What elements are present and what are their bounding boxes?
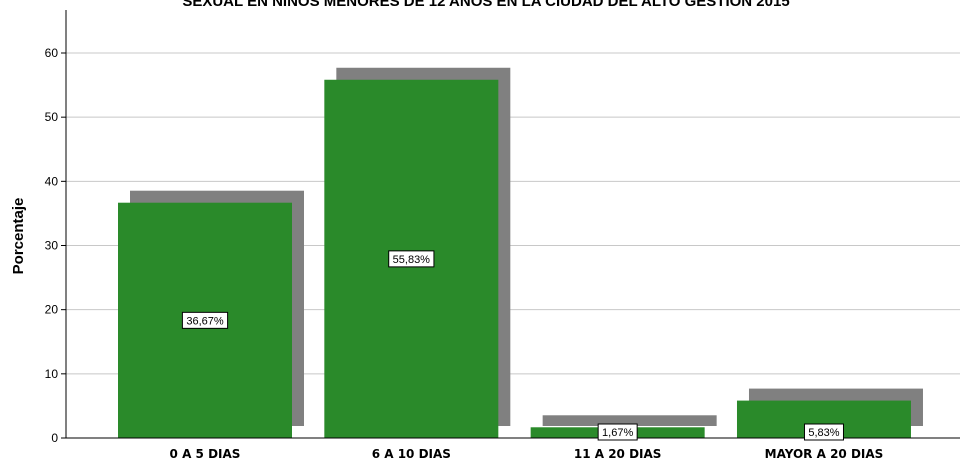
data-label-box [803, 423, 844, 441]
chart-title: SEXUAL EN NIÑOS MENORES DE 12 AÑOS EN LA… [182, 0, 789, 10]
data-labels: 36,67% 55,83% 1,67% 5,83% [181, 250, 844, 441]
x-tick-label: MAYOR A 20 DIAS [765, 447, 884, 461]
data-label: 1,67% [597, 423, 638, 441]
y-tick-label: 0 [51, 431, 58, 445]
data-label: 55,83% [388, 250, 435, 268]
y-tick-label: 10 [45, 367, 59, 381]
y-tick-label: 20 [45, 303, 59, 317]
data-label-text: 1,67% [602, 427, 633, 439]
y-axis-label: Porcentaje [10, 198, 27, 275]
y-tick-label: 50 [45, 110, 59, 124]
y-tick-label: 30 [45, 239, 59, 253]
data-label: 5,83% [803, 423, 844, 441]
data-label-box [597, 423, 638, 441]
data-label-box [388, 250, 435, 268]
y-tick-label: 60 [45, 46, 59, 60]
data-label: 36,67% [181, 311, 229, 329]
data-label-text: 5,83% [808, 427, 839, 439]
data-label-text: 55,83% [393, 254, 431, 266]
data-label-text: 36,67% [186, 315, 224, 327]
x-tick-label: 11 A 20 DIAS [574, 447, 662, 461]
x-tick-label: 6 A 10 DIAS [372, 447, 451, 461]
bars [118, 79, 911, 438]
y-tick-label: 40 [45, 174, 59, 188]
data-label-box [181, 311, 229, 329]
axes: 0 10 20 30 40 50 60 0 A 5 DIAS 6 A 10 DIAS 11 A 2… [45, 10, 960, 461]
bar-shadow [542, 415, 717, 426]
x-tick-label: 0 A 5 DIAS [170, 447, 241, 461]
